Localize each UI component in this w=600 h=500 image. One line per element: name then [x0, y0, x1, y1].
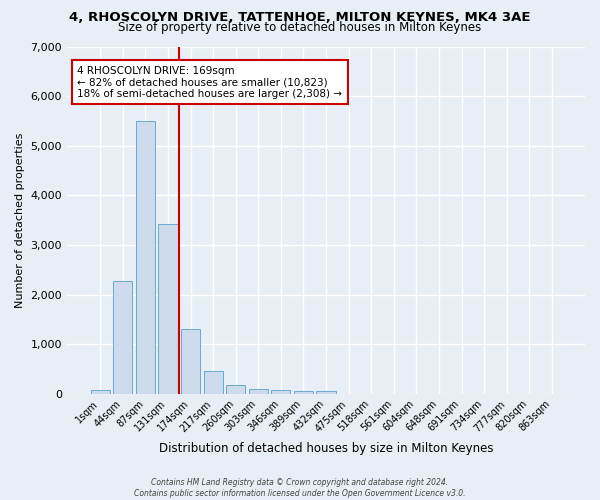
- Text: 4 RHOSCOLYN DRIVE: 169sqm
← 82% of detached houses are smaller (10,823)
18% of s: 4 RHOSCOLYN DRIVE: 169sqm ← 82% of detac…: [77, 66, 343, 99]
- Text: Contains HM Land Registry data © Crown copyright and database right 2024.
Contai: Contains HM Land Registry data © Crown c…: [134, 478, 466, 498]
- X-axis label: Distribution of detached houses by size in Milton Keynes: Distribution of detached houses by size …: [159, 442, 493, 455]
- Bar: [316, 391, 335, 394]
- Y-axis label: Number of detached properties: Number of detached properties: [15, 132, 25, 308]
- Bar: [181, 329, 200, 394]
- Text: Size of property relative to detached houses in Milton Keynes: Size of property relative to detached ho…: [118, 22, 482, 35]
- Bar: [91, 390, 110, 394]
- Bar: [271, 390, 290, 394]
- Bar: [158, 224, 178, 394]
- Bar: [248, 389, 268, 394]
- Bar: [226, 384, 245, 394]
- Bar: [294, 391, 313, 394]
- Bar: [113, 280, 133, 394]
- Bar: [136, 122, 155, 394]
- Bar: [203, 372, 223, 394]
- Text: 4, RHOSCOLYN DRIVE, TATTENHOE, MILTON KEYNES, MK4 3AE: 4, RHOSCOLYN DRIVE, TATTENHOE, MILTON KE…: [69, 11, 531, 24]
